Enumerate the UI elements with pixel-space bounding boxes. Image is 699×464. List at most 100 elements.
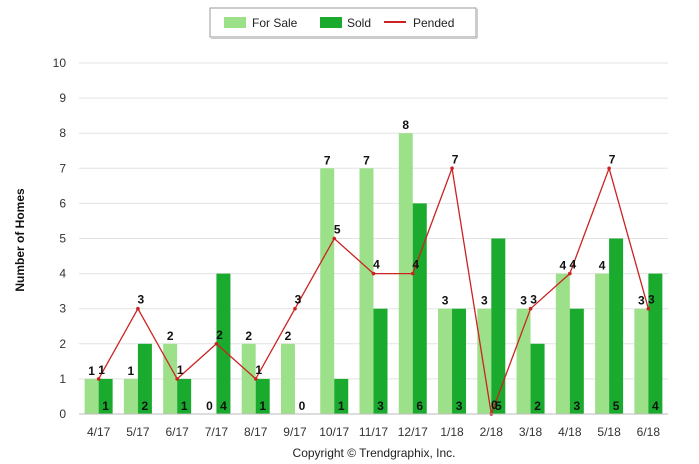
bar-for-sale xyxy=(359,168,374,414)
bar-sold xyxy=(491,238,506,414)
bar-for-sale xyxy=(438,308,453,414)
x-axis-ticks: 4/17 5/17 6/17 7/17 8/17 9/17 10/17 11/17 12/17 1… xyxy=(87,425,660,439)
bar-sold xyxy=(334,378,349,414)
pended-point xyxy=(410,271,415,276)
data-label-sold: 1 xyxy=(259,399,266,413)
legend-label-sold: Sold xyxy=(347,16,371,30)
x-tick-label: 12/17 xyxy=(398,425,428,439)
bar-sold xyxy=(530,343,545,414)
data-label-for-sale: 3 xyxy=(638,294,645,308)
x-tick-label: 3/18 xyxy=(519,425,543,439)
data-label-pended: 3 xyxy=(530,293,537,307)
data-label-for-sale: 0 xyxy=(206,399,213,413)
data-label-pended: 4 xyxy=(569,258,576,272)
bar-sold xyxy=(255,378,270,414)
data-label-pended: 1 xyxy=(177,363,184,377)
pended-point xyxy=(293,306,297,311)
y-tick-label: 0 xyxy=(59,407,66,421)
copyright-text: Copyright © Trendgraphix, Inc. xyxy=(293,446,456,460)
pended-point xyxy=(214,342,219,346)
data-label-sold: 4 xyxy=(652,399,659,413)
x-tick-label: 4/18 xyxy=(558,425,582,439)
data-label-sold: 1 xyxy=(102,399,109,413)
y-tick-label: 7 xyxy=(59,161,66,175)
data-label-sold: 4 xyxy=(220,399,227,413)
x-tick-label: 7/17 xyxy=(205,425,229,439)
data-label-pended: 5 xyxy=(334,223,341,237)
bar-for-sale xyxy=(241,343,256,414)
x-tick-label: 2/18 xyxy=(480,425,504,439)
pended-point xyxy=(332,236,337,241)
bar-sold xyxy=(412,203,427,414)
pended-point xyxy=(528,306,533,311)
bar-sold xyxy=(648,273,663,414)
data-label-for-sale: 1 xyxy=(88,364,95,378)
data-label-sold: 1 xyxy=(181,399,188,413)
y-axis-title: Number of Homes xyxy=(13,188,27,292)
pended-line xyxy=(96,165,651,417)
y-tick-label: 9 xyxy=(59,91,66,105)
pended-point xyxy=(646,306,651,311)
data-label-sold: 2 xyxy=(534,399,541,413)
data-label-for-sale: 1 xyxy=(128,364,135,378)
bar-for-sale xyxy=(280,343,295,414)
x-tick-label: 6/18 xyxy=(637,425,661,439)
data-label-pended: 3 xyxy=(138,293,145,307)
y-tick-label: 8 xyxy=(59,126,66,140)
data-label-for-sale: 3 xyxy=(481,294,488,308)
data-label-pended: 3 xyxy=(648,293,655,307)
x-tick-label: 10/17 xyxy=(319,425,349,439)
bar-for-sale xyxy=(84,378,99,414)
data-label-pended: 4 xyxy=(412,258,419,272)
y-tick-label: 3 xyxy=(59,302,66,316)
data-label-sold: 1 xyxy=(338,399,345,413)
pended-point xyxy=(371,271,376,276)
y-tick-label: 4 xyxy=(59,267,66,281)
bar-for-sale xyxy=(555,273,570,414)
data-label-pended: 7 xyxy=(452,152,459,166)
x-tick-label: 4/17 xyxy=(87,425,111,439)
data-label-sold: 6 xyxy=(416,399,423,413)
data-label-pended: 2 xyxy=(216,328,223,342)
x-tick-label: 5/17 xyxy=(126,425,150,439)
y-tick-label: 5 xyxy=(59,232,66,246)
legend-swatch-sold xyxy=(320,17,342,28)
bar-sold xyxy=(373,308,388,414)
bar-sold xyxy=(452,308,467,414)
data-label-pended: 1 xyxy=(255,363,262,377)
x-tick-label: 9/17 xyxy=(283,425,307,439)
bar-sold xyxy=(98,378,113,414)
pended-point xyxy=(175,377,179,381)
bar-sold xyxy=(137,343,152,414)
bar-for-sale xyxy=(163,343,178,414)
data-label-sold: 2 xyxy=(142,399,149,413)
pended-point xyxy=(96,377,101,381)
data-label-for-sale: 2 xyxy=(167,329,174,343)
data-label-pended: 3 xyxy=(295,293,302,307)
data-label-for-sale: 2 xyxy=(285,329,292,343)
data-label-pended: 4 xyxy=(373,258,380,272)
pended-point xyxy=(568,271,572,276)
data-label-sold: 5 xyxy=(495,399,502,413)
y-tick-label: 6 xyxy=(59,196,66,210)
legend-label-for-sale: For Sale xyxy=(252,16,298,30)
data-label-sold: 3 xyxy=(456,399,463,413)
bar-for-sale xyxy=(477,308,492,414)
data-label-for-sale: 3 xyxy=(520,294,527,308)
bar-sold xyxy=(609,238,624,414)
data-label-pended: 7 xyxy=(609,152,616,166)
x-tick-label: 6/17 xyxy=(165,425,189,439)
x-tick-label: 8/17 xyxy=(244,425,268,439)
data-label-for-sale: 2 xyxy=(245,329,252,343)
pended-point xyxy=(136,306,140,311)
data-label-for-sale: 4 xyxy=(599,259,606,273)
bar-for-sale xyxy=(123,378,138,414)
legend-swatch-for-sale xyxy=(224,17,246,28)
data-label-sold: 3 xyxy=(377,399,384,413)
data-label-pended: 0 xyxy=(491,398,498,412)
y-tick-label: 2 xyxy=(59,337,66,351)
bar-for-sale xyxy=(516,308,531,414)
bar-sold xyxy=(569,308,584,414)
